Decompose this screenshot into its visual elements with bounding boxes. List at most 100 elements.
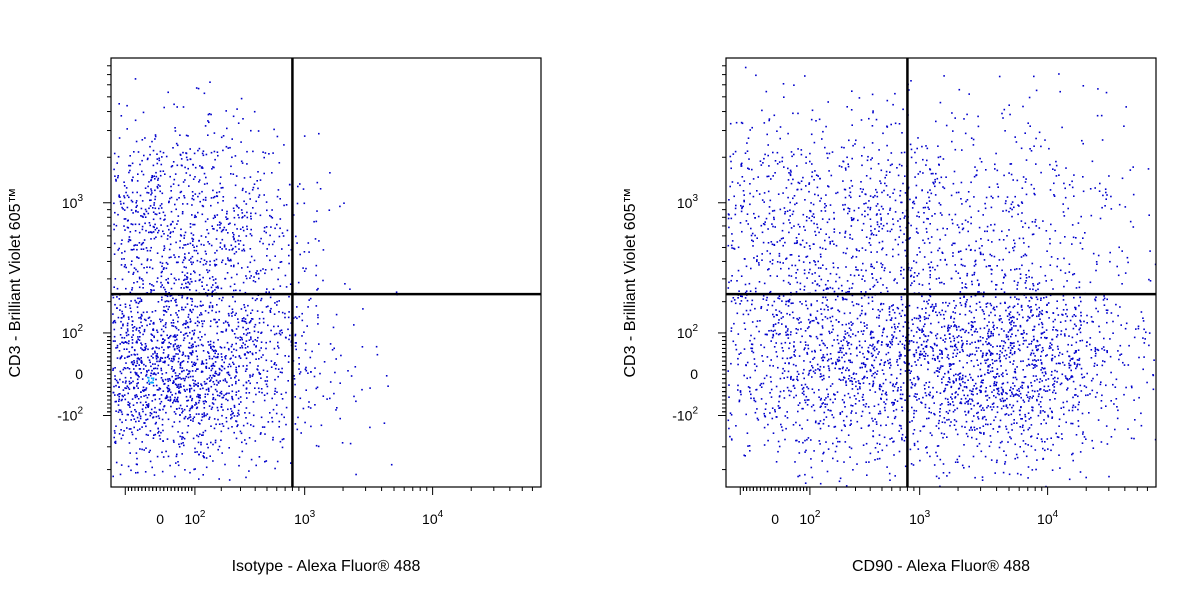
event-dot (180, 235, 183, 237)
event-dot (730, 300, 733, 303)
event-dot (220, 353, 223, 355)
event-dot (754, 307, 756, 310)
event-dot (811, 109, 814, 112)
event-dot (281, 367, 283, 370)
event-dot (850, 329, 852, 331)
event-dot (954, 117, 956, 119)
event-dot (178, 420, 181, 423)
event-dot (756, 417, 759, 420)
event-dot (206, 378, 209, 380)
event-dot (129, 452, 131, 454)
event-dot (866, 474, 868, 476)
event-dot (957, 461, 959, 463)
event-dot (181, 306, 183, 309)
event-dot (221, 452, 223, 454)
event-dot (214, 318, 216, 321)
event-dot (138, 231, 141, 234)
event-dot (228, 325, 230, 327)
event-dot (1013, 239, 1015, 242)
event-dot (233, 404, 236, 407)
event-dot (1114, 386, 1117, 388)
event-dot (329, 381, 332, 383)
event-dot (217, 409, 219, 412)
event-dot (1054, 369, 1056, 372)
event-dot (159, 318, 161, 321)
event-dot (126, 128, 128, 130)
event-dot (853, 274, 856, 277)
event-dot (137, 338, 139, 340)
event-dot (1066, 308, 1068, 311)
event-dot (179, 364, 182, 367)
event-dot (1122, 361, 1124, 364)
event-dot (284, 274, 287, 277)
event-dot (174, 372, 177, 374)
event-dot (131, 191, 134, 194)
event-dot (1078, 281, 1081, 283)
event-dot (295, 348, 297, 351)
event-dot (173, 277, 176, 280)
event-dot (794, 264, 797, 267)
event-dot (169, 396, 172, 398)
event-dot (897, 343, 900, 345)
event-dot (880, 303, 882, 306)
event-dot (148, 231, 150, 234)
event-dot (770, 178, 772, 180)
event-dot (1060, 433, 1063, 435)
event-dot (288, 183, 291, 186)
event-dot (247, 352, 250, 354)
event-dot (246, 150, 248, 153)
event-dot (733, 322, 735, 325)
event-dot (737, 357, 739, 360)
event-dot (876, 442, 879, 445)
event-dot (881, 308, 884, 311)
event-dot (1149, 280, 1152, 282)
event-dot (135, 437, 137, 440)
event-dot (970, 137, 973, 139)
event-dot (245, 191, 247, 193)
event-dot (309, 407, 312, 409)
event-dot (250, 312, 252, 314)
event-dot (222, 396, 225, 399)
event-dot (182, 353, 185, 355)
event-dot (1041, 371, 1044, 374)
event-dot (899, 194, 901, 197)
event-dot (131, 316, 133, 318)
event-dot (1010, 269, 1012, 271)
event-dot (279, 371, 282, 373)
event-dot (250, 228, 252, 231)
event-dot (256, 180, 258, 182)
event-dot (189, 347, 191, 349)
event-dot (1064, 320, 1067, 322)
event-dot (182, 436, 185, 439)
event-dot (234, 223, 236, 226)
event-dot (746, 377, 748, 380)
event-dot (840, 340, 842, 342)
event-dot (771, 223, 773, 225)
event-dot (138, 420, 140, 422)
event-dot (824, 146, 826, 149)
event-dot (1121, 177, 1124, 180)
event-dot (226, 371, 228, 374)
event-dot (238, 413, 240, 416)
event-dot (192, 163, 194, 166)
event-dot (214, 361, 217, 363)
event-dot (145, 401, 147, 403)
event-dot (294, 396, 296, 398)
event-dot (1069, 319, 1072, 322)
event-dot (1126, 256, 1129, 259)
event-dot (181, 283, 183, 286)
event-dot (192, 238, 195, 241)
event-dot (239, 339, 241, 341)
event-dot (917, 211, 920, 214)
event-dot (272, 152, 274, 154)
event-dot (1080, 311, 1082, 314)
event-dot (1081, 139, 1083, 142)
event-dot (178, 346, 180, 349)
event-dot (1049, 189, 1052, 191)
event-dot (286, 229, 289, 232)
event-dot (1093, 365, 1096, 367)
event-dot (177, 383, 180, 386)
event-dot (214, 216, 216, 218)
event-dot (226, 217, 229, 220)
event-dot (131, 342, 134, 344)
